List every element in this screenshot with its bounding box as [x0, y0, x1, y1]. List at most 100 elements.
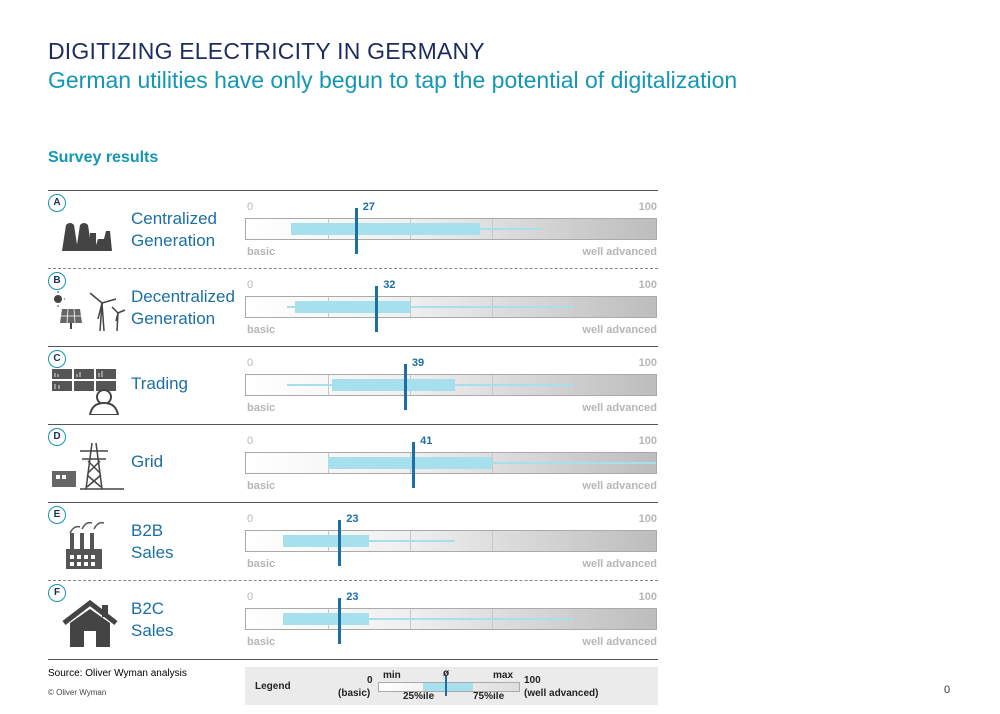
- scale-low-label: basic: [247, 246, 276, 258]
- scale-max-label: 100: [638, 279, 657, 291]
- scale-max-label: 100: [638, 435, 657, 447]
- legend-mean: ø: [443, 668, 450, 679]
- legend-hundred: 100: [524, 675, 541, 686]
- power-plant-icon: [52, 207, 128, 259]
- legend-basic: (basic): [338, 688, 371, 699]
- scale-bar: [245, 374, 657, 396]
- scale-high-label: well advanced: [582, 558, 657, 570]
- factory-icon: [52, 519, 128, 571]
- category-label-line: Generation: [131, 231, 216, 250]
- category-label-line: Sales: [131, 621, 174, 640]
- scale-min-label: 0: [247, 357, 254, 369]
- mean-label: 27: [362, 201, 375, 213]
- page-subtitle: German utilities have only begun to tap …: [48, 67, 738, 93]
- scale-min-label: 0: [247, 591, 254, 603]
- section-heading: Survey results: [48, 149, 159, 166]
- mean-marker: [338, 598, 342, 644]
- chart-row: F B2C Sales 0 100 basic well advanced 23: [48, 580, 658, 660]
- bar-area: 0 100 basic well advanced 27: [245, 191, 657, 269]
- mean-label: 41: [420, 435, 433, 447]
- category-badge: E: [48, 506, 66, 524]
- bar-area: 0 100 basic well advanced 41: [245, 425, 657, 503]
- category-label-line: Grid: [131, 452, 164, 471]
- bar-area: 0 100 basic well advanced 39: [245, 347, 657, 425]
- scale-max-label: 100: [638, 513, 657, 525]
- scale-bar: [245, 218, 657, 240]
- scale-max-label: 100: [638, 591, 657, 603]
- scale-bar: [245, 296, 657, 318]
- scale-low-label: basic: [247, 480, 276, 492]
- category-label: Trading: [131, 373, 188, 395]
- scale-high-label: well advanced: [582, 636, 657, 648]
- category-label: B2C Sales: [131, 598, 174, 642]
- category-badge: F: [48, 584, 66, 602]
- scale-low-label: basic: [247, 324, 276, 336]
- scale-low-label: basic: [247, 558, 276, 570]
- category-badge: D: [48, 428, 66, 446]
- interquartile-box: [282, 613, 369, 625]
- legend-box: [423, 683, 473, 691]
- scale-min-label: 0: [247, 513, 254, 525]
- range-whisker: [282, 618, 574, 620]
- legend-p25: 25%ile: [403, 691, 435, 702]
- category-label-line: Sales: [131, 543, 174, 562]
- page-number: 0: [944, 684, 951, 696]
- chart-row: B Decentralized Generation 0 100 basic well ad…: [48, 268, 658, 347]
- category-label-line: B2B: [131, 521, 164, 540]
- mean-marker: [412, 442, 416, 488]
- scale-gridline: [492, 531, 493, 551]
- legend: Legend 0 (basic) min ø max 100 (well adv…: [245, 667, 658, 705]
- legend-min: min: [383, 670, 401, 681]
- mean-marker: [403, 364, 407, 410]
- scale-max-label: 100: [638, 357, 657, 369]
- legend-scale: [378, 682, 520, 692]
- scale-high-label: well advanced: [582, 246, 657, 258]
- interquartile-box: [328, 457, 492, 469]
- category-label: Grid: [131, 451, 163, 473]
- category-label: Centralized Generation: [131, 208, 217, 252]
- legend-mean-line: [445, 676, 447, 696]
- mean-marker: [354, 208, 358, 254]
- category-badge: B: [48, 272, 66, 290]
- scale-max-label: 100: [638, 201, 657, 213]
- category-label-line: Generation: [131, 309, 216, 328]
- mean-label: 39: [411, 357, 425, 369]
- scale-gridline: [574, 531, 575, 551]
- copyright: © Oliver Wyman: [48, 688, 107, 697]
- scale-high-label: well advanced: [582, 480, 657, 492]
- interquartile-box: [295, 301, 410, 313]
- scale-bar: [245, 608, 657, 630]
- bar-area: 0 100 basic well advanced 23: [245, 503, 657, 581]
- mean-marker: [375, 286, 379, 332]
- solar-wind-icon: [51, 285, 128, 337]
- bar-area: 0 100 basic well advanced 23: [245, 581, 657, 659]
- scale-bar: [245, 530, 657, 552]
- chart-row: E B2B Sales 0 100 basic well advanced 23: [48, 502, 658, 581]
- transmission-tower-icon: [52, 441, 128, 493]
- legend-title: Legend: [255, 681, 291, 692]
- legend-max: max: [493, 670, 514, 681]
- chart-row: D Grid 0 100 basic well advanced 41: [48, 424, 658, 503]
- scale-high-label: well advanced: [582, 402, 657, 414]
- scale-gridline: [574, 609, 575, 629]
- scale-bar: [245, 452, 657, 474]
- mean-marker: [338, 520, 342, 566]
- category-badge: A: [48, 194, 66, 212]
- range-whisker: [287, 306, 574, 308]
- source-note: Source: Oliver Wyman analysis: [48, 668, 187, 679]
- legend-advanced: (well advanced): [524, 688, 599, 699]
- legend-zero: 0: [367, 675, 373, 686]
- range-whisker: [328, 462, 656, 464]
- scale-min-label: 0: [247, 201, 254, 213]
- range-whisker: [282, 540, 456, 542]
- legend-p75: 75%ile: [473, 691, 505, 702]
- category-label-line: Trading: [131, 374, 189, 393]
- category-label-line: B2C: [131, 599, 165, 618]
- mean-label: 23: [346, 513, 359, 525]
- scale-min-label: 0: [247, 279, 254, 291]
- chart-row: C Trading 0 100 basic well advanced 39: [48, 346, 658, 425]
- bar-area: 0 100 basic well advanced 32: [245, 269, 657, 347]
- trading-desk-icon: [52, 363, 128, 416]
- category-label-line: Decentralized: [131, 287, 235, 306]
- scale-high-label: well advanced: [582, 324, 657, 336]
